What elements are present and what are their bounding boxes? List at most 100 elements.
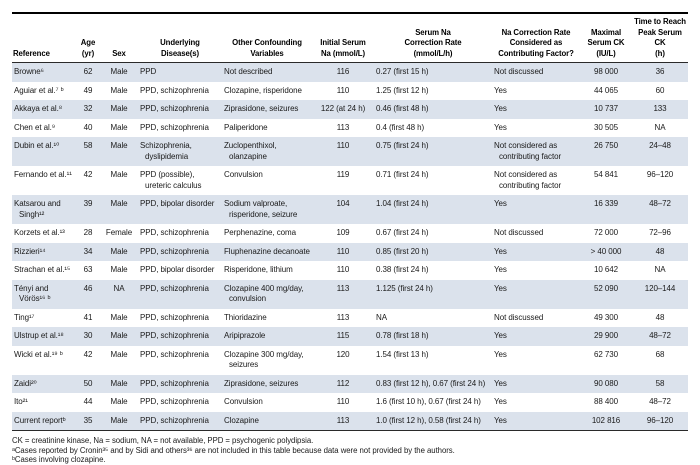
cell-text: 0.4 (first 48 h) xyxy=(376,122,425,132)
cell-text: 72 000 xyxy=(594,228,618,237)
cell-na-correction-rate: 0.4 (first 48 h) xyxy=(374,119,492,138)
cell-text: 110 xyxy=(336,265,350,274)
cell-text: 0.46 (first 48 h) xyxy=(376,104,429,113)
cell-text: 72–96 xyxy=(649,228,671,237)
cell-na-correction-rate: 1.54 (first 13 h) xyxy=(374,346,492,375)
cell-text: Yes xyxy=(494,397,507,406)
cell-text: 0.71 (first 24 h) xyxy=(376,170,429,179)
cell-text: PPD, schizophrenia xyxy=(140,378,209,388)
cell-contributing-factor: Yes xyxy=(492,375,580,394)
case-table-page: Reference Age (yr) Sex Underlying Disease(s… xyxy=(12,12,688,465)
cell-text: 113 xyxy=(336,283,350,293)
cell-maximal-serum-ck: 102 816 xyxy=(580,411,632,431)
cell-age: 42 xyxy=(76,346,100,375)
table-row: Aguiar et al.⁷ ᵇ 49 Male PPD, schizophrenia… xyxy=(12,82,688,101)
cell-age: 28 xyxy=(76,224,100,243)
table-row: Dubin et al.¹⁰ 58 Male Schizophrenia, dysli… xyxy=(12,137,688,166)
cell-text: PPD, schizophrenia xyxy=(140,283,209,293)
cell-contributing-factor: Yes xyxy=(492,327,580,346)
cell-text: Risperidone, lithium xyxy=(224,265,293,274)
cell-text: 113 xyxy=(336,415,350,425)
cell-text: Sodium valproate, risperidone, seizure xyxy=(224,199,298,219)
cell-na-correction-rate: 0.38 (first 24 h) xyxy=(374,261,492,280)
cell-text: Ziprasidone, seizures xyxy=(224,104,299,113)
cell-text: NA xyxy=(654,122,666,132)
cell-confounding-variables: Not described xyxy=(222,63,312,82)
cell-initial-serum-na: 122 (at 24 h) xyxy=(312,100,374,119)
cell-age: 39 xyxy=(76,195,100,224)
cell-text: Male xyxy=(110,246,128,256)
table-body: Browne⁶ 62 Male PPD Not described 116 0.27 (fi… xyxy=(12,62,688,431)
cell-confounding-variables: Thioridazine xyxy=(222,309,312,328)
cell-maximal-serum-ck: 44 065 xyxy=(580,82,632,101)
cell-text: 46 xyxy=(83,283,93,293)
cell-sex: Male xyxy=(100,327,138,346)
cell-underlying-disease: PPD, schizophrenia xyxy=(138,393,222,412)
cell-sex: Male xyxy=(100,82,138,101)
cell-na-correction-rate: 1.0 (first 12 h), 0.58 (first 24 h) xyxy=(374,411,492,431)
cell-text: PPD, schizophrenia xyxy=(140,104,209,113)
cell-text: Zaidi²⁰ xyxy=(14,378,37,388)
cell-text: Korzets et al.¹³ xyxy=(14,228,65,237)
cell-text: 48 xyxy=(655,312,665,322)
cell-text: 44 xyxy=(83,397,93,406)
cell-text: 102 816 xyxy=(591,415,621,425)
cell-text: NA xyxy=(113,283,125,293)
cell-initial-serum-na: 110 xyxy=(312,261,374,280)
cell-na-correction-rate: 0.67 (first 24 h) xyxy=(374,224,492,243)
table-row: Korzets et al.¹³ 28 Female PPD, schizophren… xyxy=(12,224,688,243)
cell-text: Male xyxy=(110,331,128,340)
cell-text: Fluphenazine decanoate xyxy=(224,246,310,256)
cell-time-to-peak-ck: 120–144 xyxy=(632,280,688,309)
cell-maximal-serum-ck: > 40 000 xyxy=(580,243,632,262)
table-row: Tényi and Vörös¹⁶ ᵇ 46 NA PPD, schizophreni… xyxy=(12,279,688,309)
cell-initial-serum-na: 115 xyxy=(312,327,374,346)
cell-text: PPD, bipolar disorder xyxy=(140,199,215,208)
cell-text: Yes xyxy=(494,265,507,274)
cell-text: 34 xyxy=(83,246,93,256)
cell-maximal-serum-ck: 90 080 xyxy=(580,375,632,394)
cell-reference: Rizzieri¹⁴ xyxy=(12,243,76,262)
cell-text: Male xyxy=(110,199,128,208)
cell-text: Male xyxy=(110,104,128,113)
cell-text: Clozapine xyxy=(224,415,259,425)
column-header-maximal-serum-ck: Maximal Serum CK (IU/L) xyxy=(580,13,632,63)
cell-contributing-factor: Yes xyxy=(492,280,580,309)
cell-maximal-serum-ck: 10 642 xyxy=(580,261,632,280)
column-header-reference: Reference xyxy=(12,13,76,63)
cell-time-to-peak-ck: 96–120 xyxy=(632,411,688,431)
table-row: Ito²¹ 44 Male PPD, schizophrenia Convulsion 1… xyxy=(12,393,688,412)
cell-time-to-peak-ck: 48 xyxy=(632,243,688,262)
cell-text: Yes xyxy=(494,199,507,208)
cell-maximal-serum-ck: 29 900 xyxy=(580,327,632,346)
cell-text: 41 xyxy=(83,312,93,322)
cell-maximal-serum-ck: 72 000 xyxy=(580,224,632,243)
cell-text: 96–120 xyxy=(646,415,674,425)
cell-underlying-disease: PPD, schizophrenia xyxy=(138,309,222,328)
cell-reference: Akkaya et al.⁸ xyxy=(12,100,76,119)
cell-sex: Female xyxy=(100,224,138,243)
cell-text: 16 339 xyxy=(594,199,618,208)
cell-text: Yes xyxy=(494,246,507,256)
cell-text: Paliperidone xyxy=(224,122,268,132)
cell-text: 0.78 (first 18 h) xyxy=(376,331,429,340)
cell-contributing-factor: Yes xyxy=(492,411,580,431)
cell-underlying-disease: Schizophrenia, dyslipidemia xyxy=(138,137,222,166)
cell-text: Perphenazine, coma xyxy=(224,228,296,237)
cell-confounding-variables: Convulsion xyxy=(222,166,312,195)
cell-initial-serum-na: 119 xyxy=(312,166,374,195)
table-header-row: Reference Age (yr) Sex Underlying Disease(s… xyxy=(12,13,688,63)
cell-text: 115 xyxy=(336,331,350,340)
cell-sex: Male xyxy=(100,137,138,166)
cell-initial-serum-na: 109 xyxy=(312,224,374,243)
cell-text: 110 xyxy=(336,85,350,95)
cell-text: 120–144 xyxy=(644,283,676,293)
cell-confounding-variables: Clozapine 400 mg/day, convulsion xyxy=(222,280,312,309)
cell-na-correction-rate: 0.27 (first 15 h) xyxy=(374,63,492,82)
cell-text: Not considered as contributing factor xyxy=(494,170,562,190)
cell-text: PPD, schizophrenia xyxy=(140,85,209,95)
cell-reference: Browne⁶ xyxy=(12,63,76,82)
cell-text: Male xyxy=(110,67,128,76)
cell-initial-serum-na: 104 xyxy=(312,195,374,224)
cell-underlying-disease: PPD, schizophrenia xyxy=(138,375,222,394)
